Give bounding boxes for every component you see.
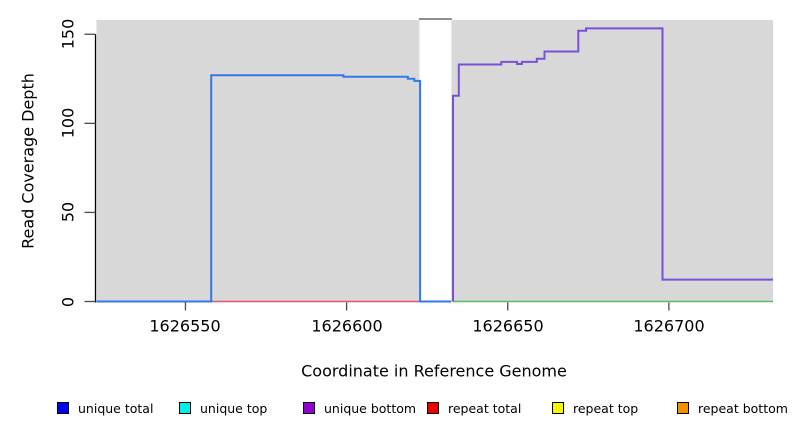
legend-swatch-icon xyxy=(57,402,69,414)
legend-label: unique total xyxy=(78,400,154,416)
legend-item-unique-bottom: unique bottom xyxy=(303,400,417,416)
y-tick-label: 100 xyxy=(58,107,78,139)
legend-item-repeat-bottom: repeat bottom xyxy=(677,400,788,416)
x-tick-label: 1626550 xyxy=(149,316,221,336)
x-tick-label: 1626600 xyxy=(311,316,383,336)
legend-label: repeat top xyxy=(573,400,639,416)
legend-swatch-icon xyxy=(303,402,315,414)
legend-swatch-icon xyxy=(552,402,564,414)
y-tick-label: 150 xyxy=(58,18,78,50)
legend-label: unique top xyxy=(200,400,268,416)
legend-item-repeat-total: repeat total xyxy=(427,400,522,416)
y-axis-title: Read Coverage Depth xyxy=(18,73,38,249)
x-tick-label: 1626700 xyxy=(633,316,705,336)
gap-region xyxy=(419,18,452,302)
y-tick-label: 0 xyxy=(58,296,78,308)
y-tick-label: 50 xyxy=(58,201,78,223)
legend-label: repeat bottom xyxy=(698,400,788,416)
legend-label: unique bottom xyxy=(324,400,417,416)
unique-coverage-right-line xyxy=(452,27,773,302)
legend-item-repeat-top: repeat top xyxy=(552,400,639,416)
legend-item-unique-total: unique total xyxy=(57,400,154,416)
legend-label: repeat total xyxy=(448,400,522,416)
legend-item-unique-top: unique top xyxy=(179,400,268,416)
legend-swatch-icon xyxy=(677,402,689,414)
legend-swatch-icon xyxy=(179,402,191,414)
x-tick-label: 1626650 xyxy=(472,316,544,336)
legend-swatch-icon xyxy=(427,402,439,414)
unique-coverage-left-line xyxy=(96,74,452,303)
x-axis-title: Coordinate in Reference Genome xyxy=(301,361,567,381)
